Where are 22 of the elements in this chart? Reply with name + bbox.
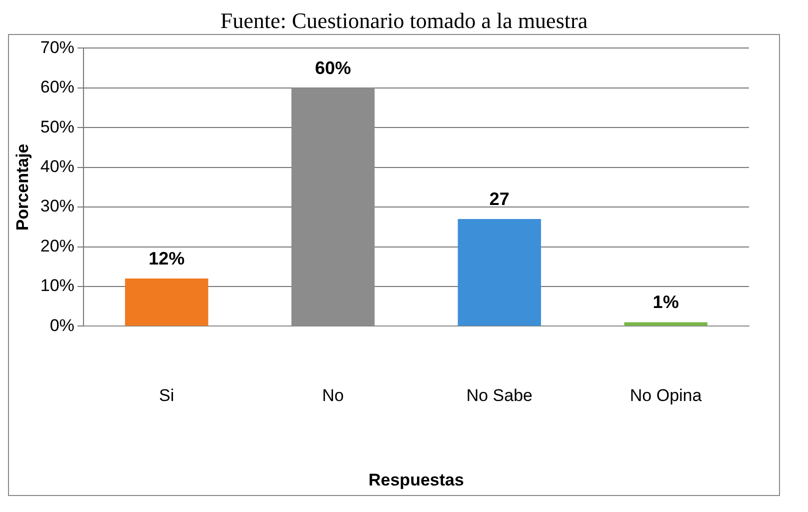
y-tick-label: 40% (40, 157, 74, 176)
y-tick-label: 30% (40, 196, 74, 216)
x-tick-label: Si (159, 386, 174, 406)
data-label: 1% (652, 292, 679, 312)
y-tick-label: 0% (50, 316, 74, 335)
data-label: 12% (148, 248, 185, 269)
y-tick-label: 60% (40, 78, 74, 97)
bar (458, 218, 542, 326)
x-tick-label: No Sabe (466, 386, 532, 406)
x-tick-label: No (322, 386, 344, 406)
y-tick-label: 50% (40, 117, 74, 136)
source-note: Fuente: Cuestionario tomado a la muestra (219, 8, 589, 34)
y-axis-title: Porcentaje (12, 144, 32, 231)
bar (624, 322, 708, 326)
x-axis-title: Respuestas (368, 470, 464, 490)
y-tick-label: 20% (40, 236, 74, 256)
bar (125, 278, 208, 326)
data-label: 27 (489, 188, 510, 209)
y-tick-label: 70% (40, 38, 74, 57)
x-tick-label: No Opina (630, 386, 702, 406)
data-label: 60% (315, 58, 352, 78)
y-tick-label: 10% (40, 276, 74, 296)
